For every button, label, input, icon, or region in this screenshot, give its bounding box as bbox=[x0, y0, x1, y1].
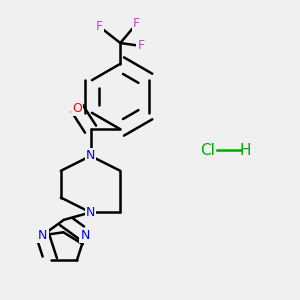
Text: F: F bbox=[137, 40, 145, 52]
Text: Cl: Cl bbox=[200, 142, 215, 158]
Text: F: F bbox=[133, 17, 140, 30]
Text: F: F bbox=[96, 20, 103, 33]
Text: N: N bbox=[80, 229, 90, 242]
Text: H: H bbox=[239, 142, 251, 158]
Text: N: N bbox=[86, 149, 95, 162]
Text: O: O bbox=[72, 102, 82, 115]
Text: N: N bbox=[38, 229, 47, 242]
Text: N: N bbox=[86, 206, 95, 219]
